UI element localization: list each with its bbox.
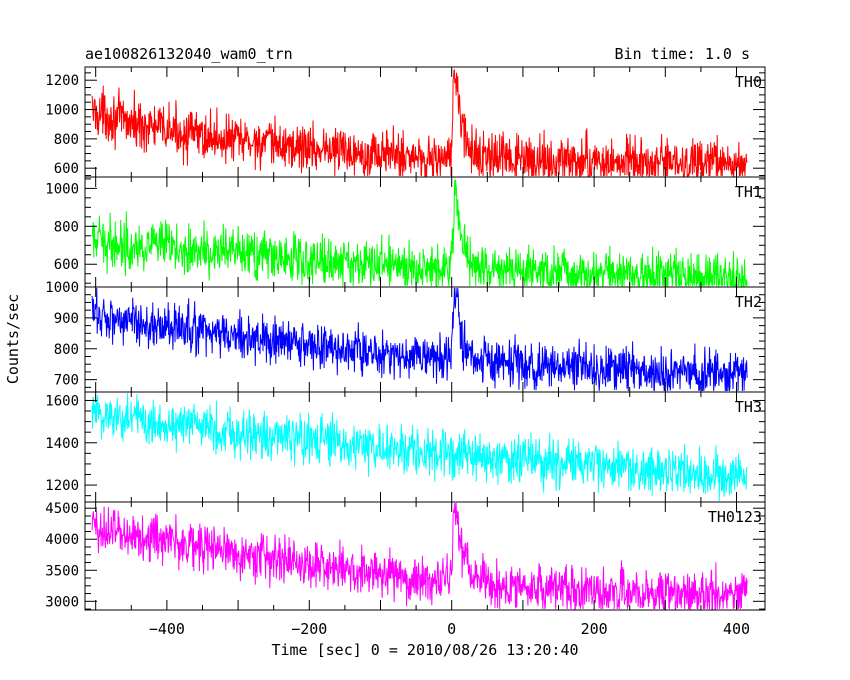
y-tick-label: 4500: [45, 501, 79, 517]
y-axis-label: Counts/sec: [4, 294, 22, 384]
y-tick-label: 900: [54, 311, 79, 327]
panel-th1: 600 800 1000 TH1: [45, 176, 766, 288]
series-th1-line: [91, 179, 748, 288]
y-tick-label: 600: [54, 161, 79, 177]
panels-group: 600 800 1000 1200 TH0 600 800 1000 TH1 700 800 900 1…: [45, 66, 766, 638]
y-tick-label: 600: [54, 257, 79, 273]
series-th0123-line: [91, 502, 748, 610]
y-tick-label: 700: [54, 373, 79, 389]
y-tick-label: 1400: [45, 436, 79, 452]
panel-name-label: TH0123: [708, 508, 762, 526]
bin-time-label: Bin time: 1.0 s: [614, 45, 750, 63]
panel-th3: 1200 1400 1600 TH3: [45, 391, 766, 503]
panel-name-label: TH2: [735, 293, 762, 311]
panel-name-label: TH1: [735, 183, 762, 201]
y-tick-label: 800: [54, 342, 79, 358]
y-tick-label: 800: [54, 132, 79, 148]
y-tick-label: 1000: [45, 103, 79, 119]
x-tick-label: 400: [723, 620, 750, 638]
y-tick-label: 800: [54, 219, 79, 235]
panel-th0: 600 800 1000 1200 TH0: [45, 66, 766, 178]
panel-th0123: 3000 3500 4000 4500 TH0123: [45, 501, 766, 611]
y-tick-label: 1600: [45, 393, 79, 409]
x-tick-label: 0: [447, 620, 456, 638]
panel-name-label: TH0: [735, 73, 762, 91]
y-tick-label: 1200: [45, 478, 79, 494]
y-tick-label: 4000: [45, 532, 79, 548]
series-th3-line: [91, 392, 748, 502]
series-th2-line: [91, 287, 748, 392]
x-tick-label: 200: [581, 620, 608, 638]
x-axis-label: Time [sec] 0 = 2010/08/26 13:20:40: [271, 641, 578, 659]
series-th0-line: [91, 69, 748, 178]
chart-title: ae100826132040_wam0_trn: [85, 45, 293, 63]
panel-th2: 700 800 900 1000 TH2: [45, 280, 766, 393]
y-tick-label: 1200: [45, 73, 79, 89]
panel-frame: [84, 501, 766, 611]
x-tick-label: −200: [291, 620, 327, 638]
y-tick-label: 3500: [45, 563, 79, 579]
y-tick-label: 1000: [45, 181, 79, 197]
panel-name-label: TH3: [735, 398, 762, 416]
y-tick-label: 3000: [45, 594, 79, 610]
x-tick-label: −400: [149, 620, 185, 638]
y-tick-label: 1000: [45, 280, 79, 296]
